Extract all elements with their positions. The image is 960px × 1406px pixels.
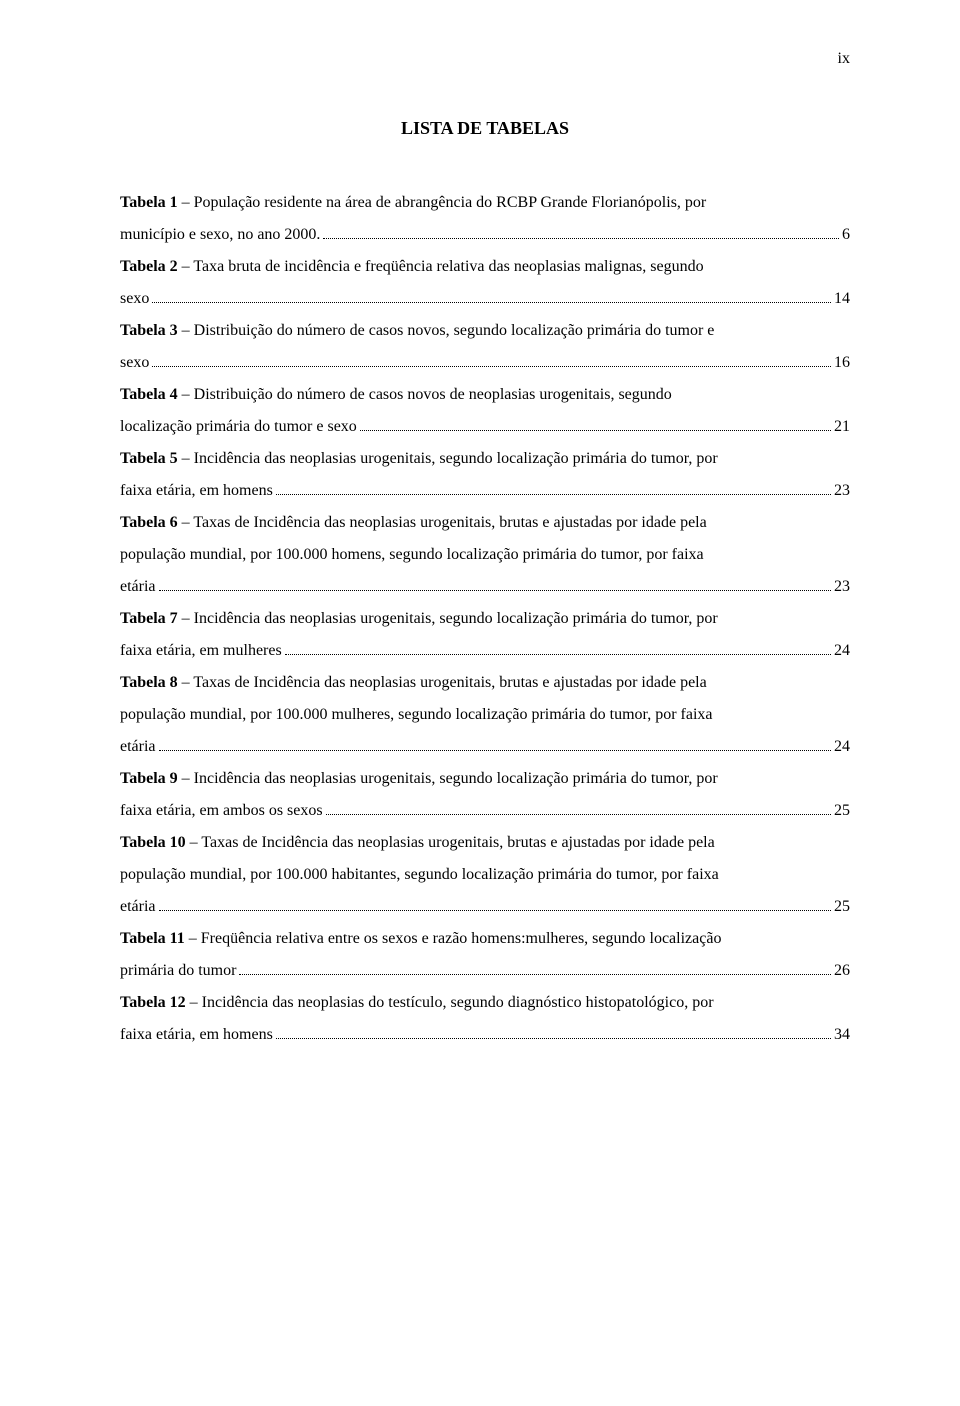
toc-entry-label: Tabela 7 bbox=[120, 610, 178, 627]
toc-entry-line: população mundial, por 100.000 homens, s… bbox=[120, 539, 850, 571]
toc-entry: Tabela 7 – Incidência das neoplasias uro… bbox=[120, 603, 850, 667]
toc-entry-line: Tabela 2 – Taxa bruta de incidência e fr… bbox=[120, 251, 850, 283]
toc-entry: Tabela 1 – População residente na área d… bbox=[120, 187, 850, 251]
leader-dots bbox=[159, 750, 831, 751]
toc-entry-leader: sexo 14 bbox=[120, 283, 850, 315]
toc-entry-line: Tabela 4 – Distribuição do número de cas… bbox=[120, 379, 850, 411]
toc-entry-leader: sexo 16 bbox=[120, 347, 850, 379]
toc-entry: Tabela 9 – Incidência das neoplasias uro… bbox=[120, 763, 850, 827]
toc-entry-page: 23 bbox=[834, 475, 850, 507]
toc-entry-page: 24 bbox=[834, 731, 850, 763]
toc-entry-lastline: etária bbox=[120, 891, 156, 923]
toc-entry-leader: etária 24 bbox=[120, 731, 850, 763]
toc-entry-page: 25 bbox=[834, 795, 850, 827]
toc-entry-label: Tabela 10 bbox=[120, 834, 186, 851]
toc-entry-page: 14 bbox=[834, 283, 850, 315]
toc-entry-line: Tabela 3 – Distribuição do número de cas… bbox=[120, 315, 850, 347]
toc-entry-lastline: sexo bbox=[120, 347, 149, 379]
toc-entry-label: Tabela 6 bbox=[120, 514, 178, 531]
toc-entry-line: Tabela 7 – Incidência das neoplasias uro… bbox=[120, 603, 850, 635]
toc-entries: Tabela 1 – População residente na área d… bbox=[120, 187, 850, 1051]
leader-dots bbox=[152, 302, 831, 303]
leader-dots bbox=[276, 1038, 831, 1039]
toc-entry-label: Tabela 11 bbox=[120, 930, 185, 947]
toc-entry-lastline: etária bbox=[120, 571, 156, 603]
toc-entry-line: Tabela 10 – Taxas de Incidência das neop… bbox=[120, 827, 850, 859]
toc-entry-leader: etária 25 bbox=[120, 891, 850, 923]
toc-entry-page: 34 bbox=[834, 1019, 850, 1051]
toc-entry-label: Tabela 4 bbox=[120, 386, 178, 403]
toc-entry-label: Tabela 12 bbox=[120, 994, 186, 1011]
leader-dots bbox=[285, 654, 831, 655]
toc-entry: Tabela 10 – Taxas de Incidência das neop… bbox=[120, 827, 850, 923]
toc-entry-page: 26 bbox=[834, 955, 850, 987]
leader-dots bbox=[239, 974, 831, 975]
toc-entry: Tabela 3 – Distribuição do número de cas… bbox=[120, 315, 850, 379]
toc-entry-leader: faixa etária, em homens 23 bbox=[120, 475, 850, 507]
leader-dots bbox=[152, 366, 831, 367]
page-title: LISTA DE TABELAS bbox=[120, 118, 850, 139]
leader-dots bbox=[326, 814, 831, 815]
toc-entry-leader: faixa etária, em ambos os sexos 25 bbox=[120, 795, 850, 827]
toc-entry-page: 23 bbox=[834, 571, 850, 603]
toc-entry-leader: faixa etária, em homens 34 bbox=[120, 1019, 850, 1051]
toc-entry-page: 24 bbox=[834, 635, 850, 667]
toc-entry-line: Tabela 11 – Freqüência relativa entre os… bbox=[120, 923, 850, 955]
toc-entry-line: população mundial, por 100.000 habitante… bbox=[120, 859, 850, 891]
leader-dots bbox=[276, 494, 831, 495]
toc-entry-leader: município e sexo, no ano 2000. 6 bbox=[120, 219, 850, 251]
toc-entry-label: Tabela 2 bbox=[120, 258, 178, 275]
leader-dots bbox=[159, 590, 831, 591]
toc-entry-leader: etária 23 bbox=[120, 571, 850, 603]
toc-entry-lastline: faixa etária, em homens bbox=[120, 1019, 273, 1051]
toc-entry-page: 6 bbox=[842, 219, 850, 251]
toc-entry-line: população mundial, por 100.000 mulheres,… bbox=[120, 699, 850, 731]
toc-entry-line: Tabela 6 – Taxas de Incidência das neopl… bbox=[120, 507, 850, 539]
toc-entry-page: 21 bbox=[834, 411, 850, 443]
leader-dots bbox=[360, 430, 831, 431]
toc-entry-lastline: faixa etária, em mulheres bbox=[120, 635, 282, 667]
toc-entry-line: Tabela 5 – Incidência das neoplasias uro… bbox=[120, 443, 850, 475]
toc-entry: Tabela 8 – Taxas de Incidência das neopl… bbox=[120, 667, 850, 763]
toc-entry: Tabela 11 – Freqüência relativa entre os… bbox=[120, 923, 850, 987]
toc-entry-line: Tabela 9 – Incidência das neoplasias uro… bbox=[120, 763, 850, 795]
page-number: ix bbox=[838, 50, 850, 68]
toc-entry-lastline: primária do tumor bbox=[120, 955, 236, 987]
toc-entry: Tabela 12 – Incidência das neoplasias do… bbox=[120, 987, 850, 1051]
toc-entry-lastline: localização primária do tumor e sexo bbox=[120, 411, 357, 443]
toc-entry-label: Tabela 5 bbox=[120, 450, 178, 467]
leader-dots bbox=[159, 910, 831, 911]
toc-entry: Tabela 6 – Taxas de Incidência das neopl… bbox=[120, 507, 850, 603]
toc-entry-leader: faixa etária, em mulheres 24 bbox=[120, 635, 850, 667]
toc-entry-label: Tabela 8 bbox=[120, 674, 178, 691]
toc-entry-lastline: faixa etária, em homens bbox=[120, 475, 273, 507]
toc-entry-lastline: faixa etária, em ambos os sexos bbox=[120, 795, 323, 827]
toc-entry-leader: primária do tumor 26 bbox=[120, 955, 850, 987]
toc-entry: Tabela 2 – Taxa bruta de incidência e fr… bbox=[120, 251, 850, 315]
toc-entry-label: Tabela 9 bbox=[120, 770, 178, 787]
toc-entry-line: Tabela 8 – Taxas de Incidência das neopl… bbox=[120, 667, 850, 699]
toc-entry-lastline: município e sexo, no ano 2000. bbox=[120, 219, 320, 251]
toc-entry-line: Tabela 12 – Incidência das neoplasias do… bbox=[120, 987, 850, 1019]
toc-entry-lastline: etária bbox=[120, 731, 156, 763]
leader-dots bbox=[323, 238, 839, 239]
toc-entry-line: Tabela 1 – População residente na área d… bbox=[120, 187, 850, 219]
toc-entry-leader: localização primária do tumor e sexo 21 bbox=[120, 411, 850, 443]
toc-entry: Tabela 4 – Distribuição do número de cas… bbox=[120, 379, 850, 443]
toc-entry-page: 25 bbox=[834, 891, 850, 923]
toc-entry-lastline: sexo bbox=[120, 283, 149, 315]
toc-entry-label: Tabela 3 bbox=[120, 322, 178, 339]
toc-entry-page: 16 bbox=[834, 347, 850, 379]
toc-entry-label: Tabela 1 bbox=[120, 194, 178, 211]
toc-entry: Tabela 5 – Incidência das neoplasias uro… bbox=[120, 443, 850, 507]
